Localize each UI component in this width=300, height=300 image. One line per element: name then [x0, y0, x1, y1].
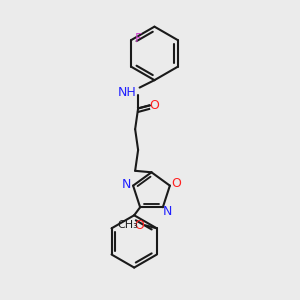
Text: CH₃: CH₃: [117, 220, 138, 230]
Text: N: N: [122, 178, 131, 191]
Text: N: N: [163, 205, 172, 218]
Text: O: O: [172, 177, 181, 190]
Text: F: F: [135, 32, 142, 45]
Text: O: O: [134, 219, 144, 232]
Text: NH: NH: [118, 85, 136, 98]
Text: O: O: [149, 99, 159, 112]
